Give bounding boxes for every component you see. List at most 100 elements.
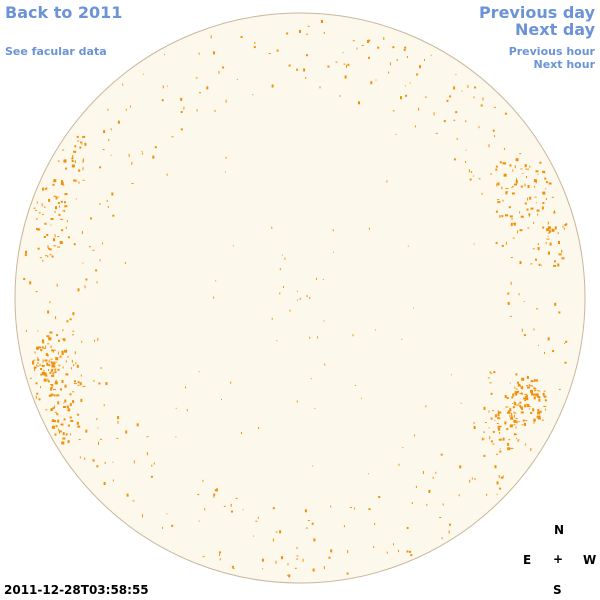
facula-speck [496, 493, 498, 495]
facula-speck [37, 365, 40, 367]
facula-speck [63, 402, 65, 404]
facula-speck [552, 350, 555, 353]
back-to-year-link[interactable]: Back to 2011 [5, 3, 123, 22]
facula-speck [474, 86, 477, 89]
facula-speck [343, 525, 345, 528]
facula-speck [561, 257, 565, 260]
facula-speck [146, 436, 149, 438]
facula-speck [313, 538, 316, 542]
facula-speck [565, 340, 568, 343]
facula-speck [522, 173, 524, 174]
facula-speck [509, 164, 512, 167]
facula-speck [53, 405, 55, 409]
facula-speck [435, 132, 438, 134]
facula-speck [509, 382, 511, 384]
facula-speck [195, 77, 198, 79]
facula-speck [77, 425, 81, 428]
facula-speck [253, 535, 254, 537]
facula-speck [29, 281, 32, 285]
previous-day-link[interactable]: Previous day [478, 3, 595, 22]
facula-speck [296, 68, 299, 71]
facula-speck [425, 405, 427, 408]
facula-speck [346, 64, 347, 68]
facula-speck [426, 503, 428, 506]
facula-speck [483, 431, 486, 433]
facula-speck [510, 222, 513, 226]
facula-speck [309, 336, 311, 339]
facula-speck [511, 187, 513, 189]
facula-speck [506, 428, 509, 431]
facula-speck [296, 546, 298, 549]
see-facular-data-link[interactable]: See facular data [5, 45, 107, 58]
facula-speck [519, 406, 523, 409]
facula-speck [554, 226, 557, 230]
facula-speck [502, 437, 505, 441]
facula-speck [453, 158, 456, 161]
facula-speck [515, 180, 518, 183]
facula-speck [542, 170, 545, 173]
facula-speck [33, 207, 36, 209]
facula-speck [499, 450, 502, 453]
facula-speck [544, 351, 545, 354]
facula-speck [50, 345, 52, 348]
facula-speck [61, 441, 65, 445]
facula-speck [47, 355, 49, 357]
facula-speck [404, 85, 406, 87]
facula-speck [60, 388, 62, 391]
facula-speck [224, 171, 226, 173]
facula-speck [361, 45, 364, 46]
facula-speck [529, 196, 532, 200]
facula-speck [502, 475, 504, 479]
facula-speck [71, 164, 75, 168]
facula-speck [517, 384, 521, 387]
facula-speck [50, 361, 53, 364]
facula-speck [186, 409, 188, 412]
facula-speck [47, 343, 50, 345]
facula-speck [51, 349, 54, 352]
facula-speck [153, 462, 155, 465]
facula-speck [410, 554, 413, 557]
facula-speck [55, 316, 57, 320]
facula-speck [161, 99, 164, 102]
facula-speck [70, 433, 71, 436]
facula-speck [60, 423, 64, 426]
facula-speck [496, 481, 499, 485]
facula-speck [513, 419, 517, 423]
facula-speck [75, 362, 77, 365]
next-hour-link[interactable]: Next hour [533, 58, 596, 71]
compass-west: W [583, 553, 597, 567]
facula-speck [473, 175, 474, 177]
facula-speck [45, 345, 47, 349]
facula-speck [506, 397, 509, 399]
facula-speck [262, 568, 264, 570]
facula-speck [50, 224, 52, 226]
facula-speck [505, 214, 508, 217]
facula-speck [516, 404, 520, 406]
facula-speck [534, 185, 536, 188]
facula-speck [498, 427, 501, 431]
facula-speck [242, 509, 244, 511]
facula-speck [493, 371, 496, 374]
facula-speck [524, 422, 526, 426]
facula-speck [471, 171, 473, 174]
facula-speck [511, 186, 514, 188]
facula-speck [50, 393, 54, 396]
facula-speck [240, 36, 243, 38]
facula-speck [141, 152, 143, 155]
facula-speck [51, 384, 54, 387]
facula-speck [253, 46, 256, 49]
facula-speck [213, 494, 215, 498]
facula-speck [287, 574, 289, 576]
next-day-link[interactable]: Next day [515, 20, 595, 39]
facula-speck [530, 380, 534, 383]
facula-speck [131, 161, 133, 165]
facula-speck [535, 258, 537, 261]
facula-speck [478, 178, 481, 180]
facula-speck [288, 64, 291, 67]
facula-speck [51, 421, 54, 422]
facula-speck [521, 328, 523, 332]
facula-speck [497, 199, 500, 201]
facula-speck [299, 297, 301, 300]
previous-hour-link[interactable]: Previous hour [508, 45, 595, 58]
facula-speck [544, 399, 547, 402]
